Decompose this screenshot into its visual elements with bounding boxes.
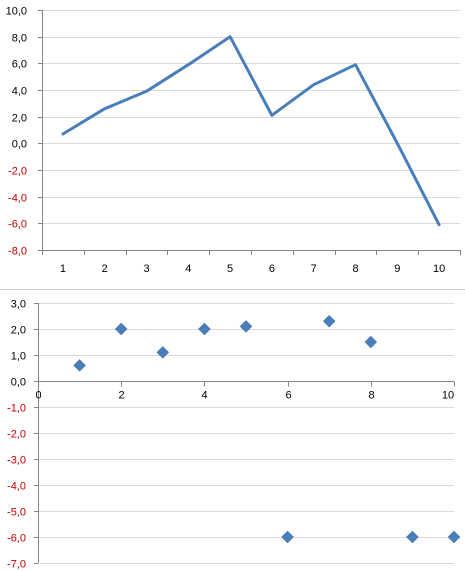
x-tick-label: 10: [433, 263, 445, 275]
data-point: [447, 530, 461, 544]
data-point: [239, 320, 253, 333]
x-tick-label: 0: [35, 390, 41, 402]
data-point: [114, 322, 128, 336]
y-tick-label: -2,0: [7, 429, 26, 441]
x-tick-label: 8: [352, 263, 358, 275]
x-tick-label: 8: [368, 390, 374, 402]
data-point: [322, 314, 336, 328]
scatter-chart: 3,0 2,0 1,0 0,0 -1,0 -2,0 -3,0 -4,0 -5,0 -6,0 -7,0…: [7, 299, 461, 571]
x-tick-label: 7: [311, 263, 317, 275]
x-tick-label: 1: [60, 263, 66, 275]
y-tick-label: -2,0: [8, 166, 27, 178]
x-tick-label: 6: [285, 390, 291, 402]
y-tick-label: 2,0: [11, 325, 26, 337]
y-tick-label: -4,0: [8, 193, 27, 205]
y-tick-label: -8,0: [8, 246, 27, 258]
y-tick-label: -1,0: [7, 403, 26, 415]
y-tick-label: -5,0: [7, 507, 26, 519]
x-tick-label: 6: [269, 263, 275, 275]
x-tick-label: 3: [143, 263, 149, 275]
y-tick-label: 0,0: [12, 139, 27, 151]
y-tick-label: 2,0: [12, 113, 27, 125]
y-tick-label: 8,0: [12, 33, 27, 45]
x-tick-label: 5: [227, 263, 233, 275]
data-point: [406, 530, 419, 544]
data-point: [364, 335, 378, 349]
y-tick-label: -3,0: [7, 455, 26, 467]
data-point: [198, 322, 211, 336]
x-tick-label: 4: [185, 263, 191, 275]
data-point: [156, 346, 170, 359]
x-tick-label: 9: [394, 263, 400, 275]
y-tick-label: 1,0: [11, 351, 26, 363]
x-tick-label: 2: [118, 390, 124, 402]
y-tick-label: 10,0: [6, 6, 27, 18]
y-tick-label: -6,0: [7, 533, 26, 545]
data-point: [281, 530, 294, 544]
x-tick-label: 2: [102, 263, 108, 275]
y-tick-label: 3,0: [11, 299, 26, 311]
y-tick-label: 6,0: [12, 59, 27, 71]
y-tick-label: -7,0: [7, 559, 26, 571]
x-tick-label: 4: [201, 390, 207, 402]
series-line: [61, 35, 441, 227]
line-chart: 10,0 8,0 6,0 4,0 2,0 0,0 -2,0 -4,0 -6,0 -8,0 1 2 3 4 5…: [6, 6, 461, 275]
x-tick-label: 10: [442, 390, 454, 402]
y-tick-label: 4,0: [12, 86, 27, 98]
y-tick-label: -6,0: [8, 219, 27, 231]
y-tick-label: -4,0: [7, 481, 26, 493]
data-point: [73, 359, 86, 372]
y-tick-label: 0,0: [11, 377, 26, 389]
